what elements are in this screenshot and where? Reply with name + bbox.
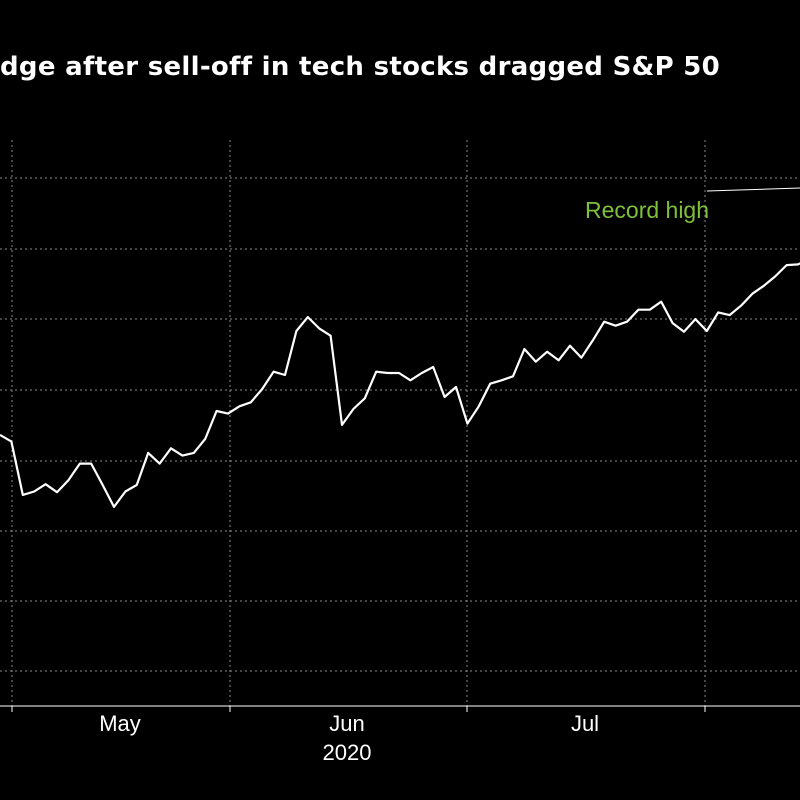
series-line (0, 262, 800, 508)
x-axis-ticks (11, 706, 706, 712)
annotation-label: Record high (585, 197, 709, 223)
chart-title: dge after sell-off in tech stocks dragge… (0, 52, 721, 82)
x-tick-label: Jul (571, 711, 599, 736)
grid-lines (0, 140, 800, 706)
x-year-label: 2020 (323, 740, 372, 765)
x-tick-label: May (99, 711, 141, 736)
annotation-leader (706, 187, 800, 192)
x-tick-label: Jun (329, 711, 364, 736)
